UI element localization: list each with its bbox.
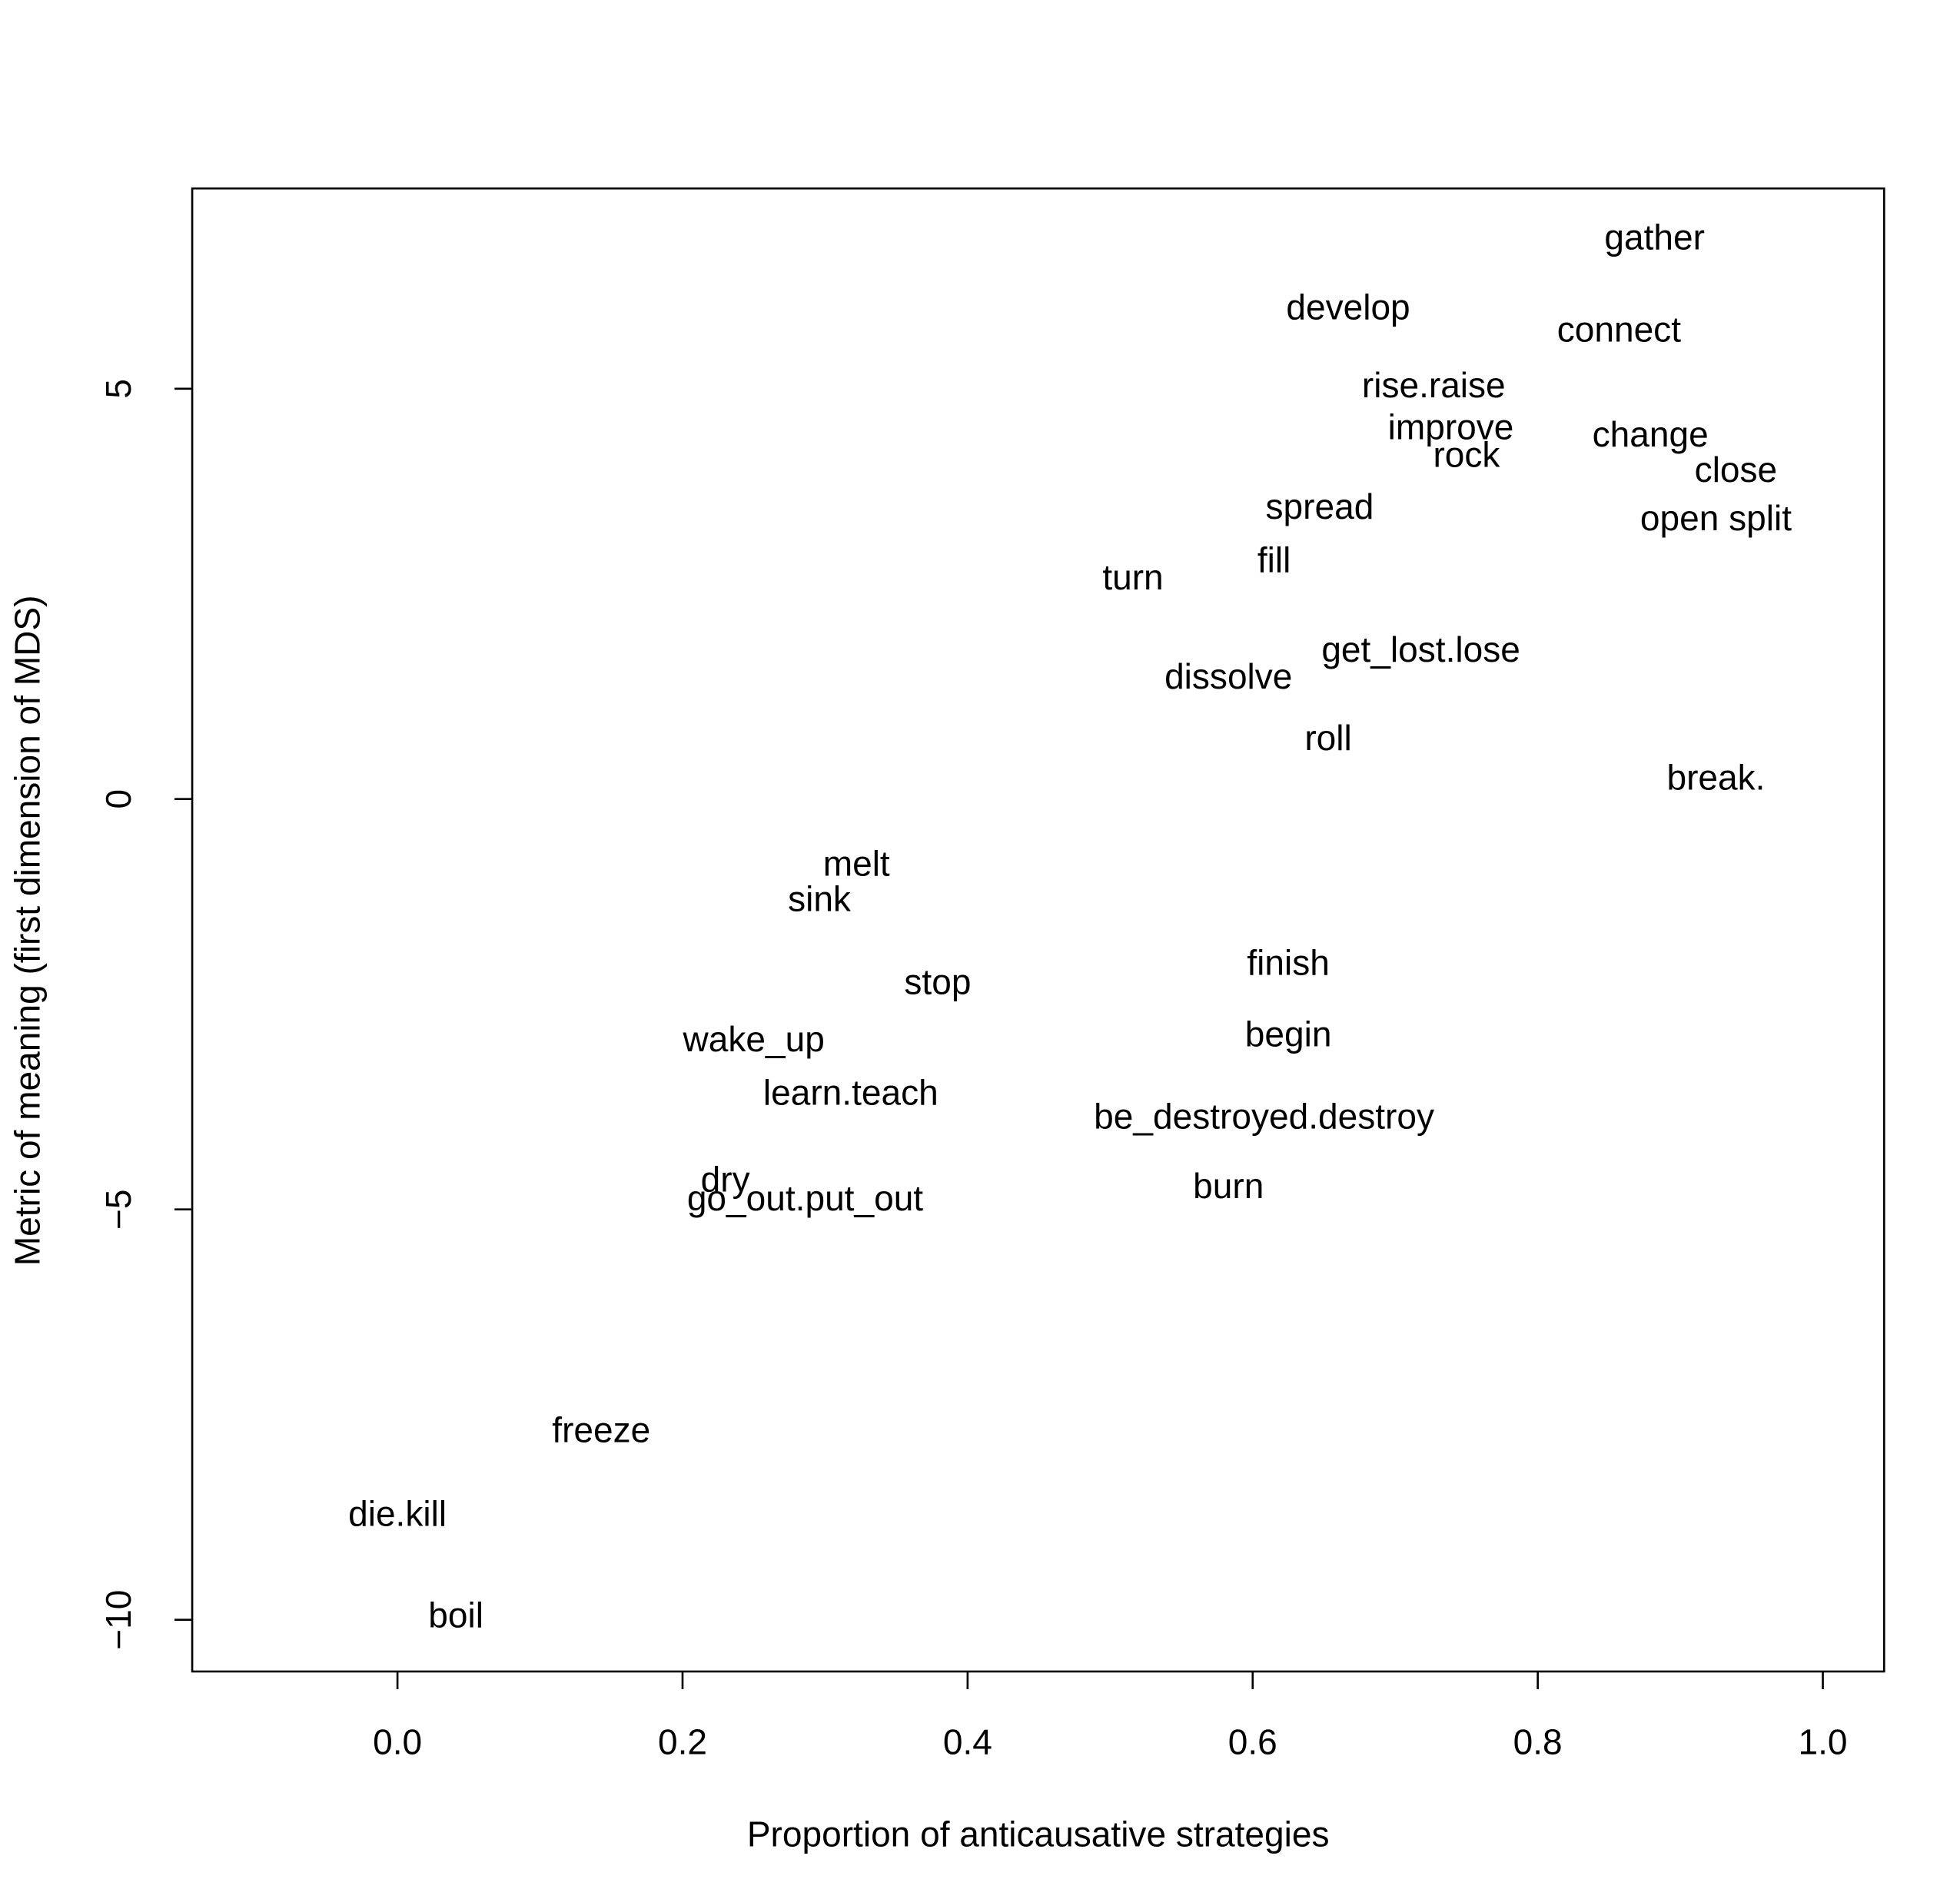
point-label: roll	[1304, 718, 1351, 758]
point-label: learn.teach	[763, 1072, 938, 1112]
point-label: freeze	[552, 1409, 650, 1449]
point-label: go_out.put_out	[687, 1178, 923, 1218]
x-tick-label: 0.2	[658, 1722, 707, 1762]
point-label: rise.raise	[1362, 365, 1506, 405]
point-label: fill	[1257, 539, 1291, 579]
x-axis-title: Proportion of anticausative strategies	[747, 1814, 1330, 1854]
plot-frame	[191, 187, 1885, 1673]
point-label: dry	[701, 1160, 750, 1200]
point-label: melt	[823, 843, 890, 883]
point-label: dissolve	[1164, 656, 1292, 696]
point-label: change	[1593, 414, 1709, 454]
point-label: wake_up	[683, 1019, 825, 1059]
point-label: develop	[1286, 287, 1410, 327]
point-label: close	[1695, 450, 1778, 490]
y-axis-title: Metric of meaning (first dimension of MD…	[8, 596, 48, 1267]
x-tick-label: 0.4	[943, 1722, 992, 1762]
point-label: burn	[1193, 1166, 1264, 1206]
point-label: get_lost.lose	[1321, 629, 1520, 669]
point-label: boil	[428, 1595, 483, 1635]
point-label: gather	[1604, 217, 1705, 257]
y-tick-label: 5	[98, 379, 138, 399]
point-label: finish	[1247, 943, 1330, 983]
y-tick-label: 0	[98, 789, 138, 809]
x-tick-label: 0.6	[1228, 1722, 1277, 1762]
y-tick-label: −10	[98, 1590, 138, 1650]
point-label: connect	[1557, 309, 1681, 349]
point-label: open split	[1640, 498, 1792, 538]
point-label: rock	[1433, 435, 1500, 475]
point-label: turn	[1102, 557, 1163, 597]
point-label: sink	[788, 878, 852, 918]
point-label: stop	[904, 961, 971, 1001]
point-label: spread	[1266, 486, 1374, 526]
point-label: begin	[1245, 1014, 1332, 1054]
point-label: improve	[1388, 407, 1514, 447]
point-label: be_destroyed.destroy	[1094, 1096, 1434, 1136]
x-tick-label: 1.0	[1799, 1722, 1848, 1762]
x-tick-label: 0.8	[1513, 1722, 1563, 1762]
point-label: break.	[1666, 757, 1765, 797]
point-label: die.kill	[348, 1493, 447, 1533]
x-tick-label: 0.0	[373, 1722, 422, 1762]
y-tick-label: −5	[98, 1189, 138, 1230]
